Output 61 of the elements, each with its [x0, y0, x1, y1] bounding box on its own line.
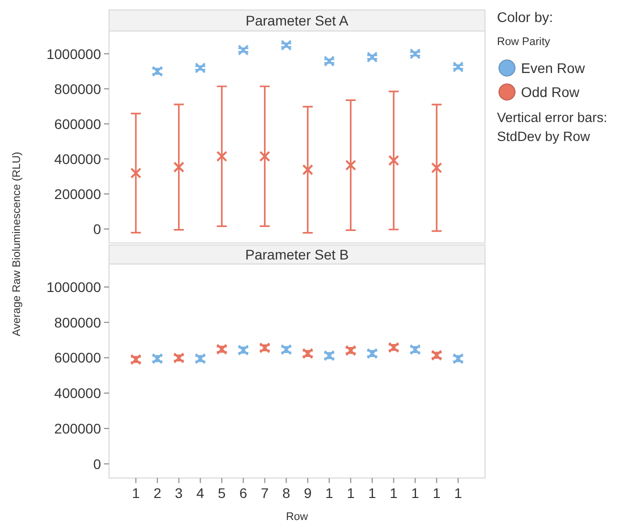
y-tick-label: 200000 [54, 420, 102, 436]
point [410, 344, 421, 356]
x-tick-label: 1 [411, 485, 420, 501]
point [324, 350, 335, 362]
point [216, 150, 228, 162]
point [345, 160, 356, 171]
point [410, 48, 421, 60]
point [302, 348, 314, 359]
x-axis-title: Row [286, 511, 308, 523]
point [302, 164, 314, 176]
point [194, 62, 206, 74]
chart-title: Parameter Set B [245, 246, 349, 262]
point [173, 162, 184, 173]
point [345, 344, 356, 356]
legend-label: Odd Row [521, 84, 580, 100]
text: Row Parity [497, 36, 551, 48]
x-tick-label: 1 [368, 485, 376, 501]
text: Vertical error bars: StdDev by Row [497, 110, 608, 144]
chart-title: Parameter Set A [246, 12, 350, 28]
y-tick-label: 800000 [54, 314, 102, 330]
x-tick-label: 1 [132, 485, 140, 501]
x-tick-label: 8 [282, 485, 290, 501]
x-tick-label: 5 [218, 485, 226, 501]
y-tick-label: 0 [93, 220, 102, 237]
point [366, 348, 378, 359]
legend-title: Color by: [497, 9, 554, 25]
y-axis-title: Average Raw Bioluminescence (RLU) [11, 152, 23, 336]
point [259, 342, 270, 354]
point [452, 61, 464, 72]
point [388, 154, 400, 166]
y-tick-label: 1000000 [46, 46, 102, 62]
y-tick-label: 600000 [54, 350, 102, 366]
x-tick-label: 1 [454, 485, 462, 501]
legend-label: Even Row [521, 60, 586, 76]
y-tick-label: 400000 [54, 385, 102, 402]
point [238, 44, 249, 56]
point [130, 168, 142, 179]
x-tick-label: 3 [174, 485, 183, 501]
y-tick-label: 400000 [54, 150, 102, 167]
x-tick-label: 2 [153, 485, 162, 501]
point [280, 40, 292, 51]
point [324, 56, 335, 67]
point [259, 150, 270, 162]
x-tick-label: 9 [304, 485, 312, 501]
y-tick-label: 800000 [54, 80, 102, 97]
x-tick-label: 6 [239, 485, 248, 501]
y-tick-label: 0 [93, 456, 102, 472]
point [431, 162, 442, 174]
x-tick-label: 7 [260, 485, 269, 501]
point [366, 52, 378, 63]
y-tick-label: 600000 [54, 116, 102, 132]
point [388, 342, 400, 353]
x-tick-label: 1 [346, 485, 355, 501]
point [280, 344, 292, 356]
point [130, 354, 142, 366]
y-tick-label: 200000 [54, 186, 102, 202]
x-tick-label: 1 [325, 485, 334, 501]
x-tick-label: 1 [390, 485, 398, 501]
y-tick-label: 1000000 [46, 278, 102, 295]
x-tick-label: 4 [196, 485, 204, 501]
x-tick-label: 1 [432, 485, 441, 501]
